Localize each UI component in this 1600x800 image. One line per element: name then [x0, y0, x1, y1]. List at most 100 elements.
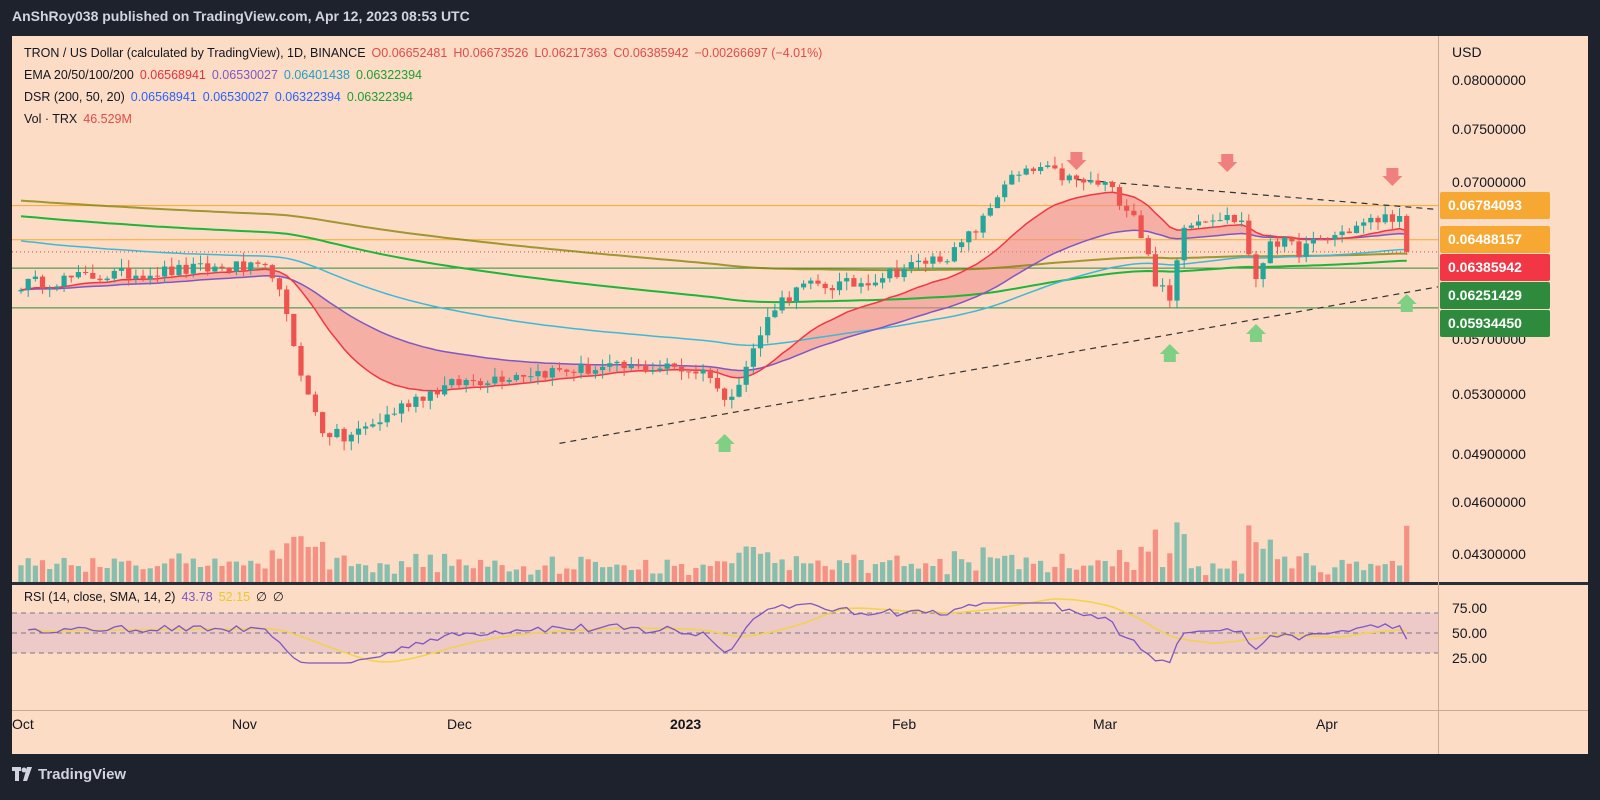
volume-bar	[140, 569, 146, 582]
legend-rsi-label[interactable]: RSI (14, close, SMA, 14, 2)	[24, 590, 176, 604]
candle-body	[363, 426, 369, 429]
candle-body	[1030, 168, 1036, 171]
candle-body	[90, 273, 96, 279]
candle-body	[506, 380, 512, 382]
volume-bar	[97, 567, 103, 582]
volume-bar	[1059, 553, 1065, 582]
candle-body	[355, 428, 362, 435]
legend-vol-value: 46.529M	[83, 112, 132, 126]
candle-body	[779, 297, 785, 311]
volume-bar	[944, 574, 950, 582]
volume-bar	[169, 558, 175, 582]
volume-bar	[1152, 529, 1158, 582]
volume-bar	[1346, 563, 1352, 582]
candle-body	[521, 375, 527, 377]
volume-bar	[341, 555, 347, 582]
candle-body	[1052, 165, 1058, 169]
candle-body	[219, 266, 225, 268]
volume-bar	[1023, 557, 1029, 582]
candle-body	[176, 264, 182, 276]
candle-body	[420, 396, 426, 401]
candle-body	[600, 366, 606, 371]
volume-bar	[391, 573, 397, 582]
legend-symbol[interactable]: TRON / US Dollar (calculated by TradingV…	[24, 46, 366, 60]
price-chart-svg	[12, 152, 1438, 582]
volume-bar	[736, 552, 742, 582]
candle-body	[140, 275, 146, 280]
descending-trendline	[1076, 178, 1438, 211]
candle-body	[406, 403, 412, 407]
legend-ema-label[interactable]: EMA 20/50/100/200	[24, 68, 134, 82]
candle-body	[477, 381, 484, 385]
volume-bar	[808, 563, 814, 582]
candle-body	[463, 380, 469, 386]
legend-ema-100: 0.06401438	[283, 68, 350, 82]
currency-label[interactable]: USD	[1452, 44, 1482, 60]
candle-body	[959, 242, 965, 248]
candle-body	[643, 365, 649, 372]
volume-bar	[987, 557, 993, 582]
volume-bar	[765, 552, 771, 582]
volume-bar	[973, 570, 979, 582]
volume-bar	[205, 565, 211, 582]
sell-arrow	[1382, 168, 1403, 186]
candle-body	[793, 287, 799, 302]
volume-bar	[535, 569, 541, 582]
legend-rsi-upper: ∅	[256, 590, 267, 604]
candle-body	[585, 364, 591, 374]
price-pane[interactable]	[12, 36, 1588, 582]
volume-bar	[1030, 563, 1036, 582]
volume-bar	[585, 559, 591, 582]
sell-arrow	[1066, 152, 1087, 170]
legend-vol-label[interactable]: Vol · TRX	[24, 112, 78, 126]
volume-bar	[693, 568, 699, 582]
volume-bar	[858, 560, 864, 582]
volume-bar	[851, 554, 857, 582]
pane-separator[interactable]	[12, 582, 1588, 585]
volume-bar	[643, 559, 649, 582]
volume-bar	[1397, 565, 1403, 582]
legend-close: C0.06385942	[613, 46, 689, 60]
candle-body	[1152, 254, 1158, 287]
candle-body	[1102, 182, 1108, 185]
candle-body	[556, 368, 563, 370]
volume-bar	[880, 562, 886, 582]
candle-body	[1002, 184, 1008, 198]
candle-body	[298, 346, 304, 376]
tradingview-logo[interactable]: TradingView	[12, 766, 126, 783]
volume-bar	[255, 563, 261, 582]
candle-body	[1174, 260, 1180, 301]
candle-body	[722, 388, 728, 400]
candle-body	[1009, 174, 1015, 185]
candle-body	[671, 363, 677, 367]
candle-body	[1195, 221, 1202, 226]
volume-bar	[68, 565, 74, 582]
candle-body	[822, 283, 828, 289]
legend-volume: Vol · TRX 46.529M	[24, 112, 138, 126]
legend-dsr-label[interactable]: DSR (200, 50, 20)	[24, 90, 125, 104]
volume-bar	[363, 565, 369, 582]
candle-body	[808, 280, 814, 284]
candle-body	[1267, 241, 1273, 264]
candle-body	[980, 215, 986, 233]
candle-body	[736, 384, 742, 397]
rsi-pane[interactable]	[12, 585, 1588, 710]
legend-high: H0.06673526	[453, 46, 529, 60]
candle-body	[1274, 241, 1281, 247]
candle-body	[1081, 179, 1087, 183]
volume-bar	[549, 556, 555, 582]
legend-dsr: DSR (200, 50, 20) 0.06568941 0.06530027 0.0…	[24, 90, 419, 104]
legend-rsi-sma: 52.15	[218, 590, 251, 604]
volume-bar	[793, 556, 799, 582]
candle-body	[693, 371, 699, 374]
volume-bar	[219, 566, 225, 582]
candle-body	[169, 266, 175, 276]
volume-bar	[743, 546, 749, 582]
volume-bar	[1404, 525, 1410, 582]
volume-bar	[872, 564, 878, 582]
volume-bar	[154, 566, 160, 582]
volume-bar	[485, 566, 491, 582]
volume-bar	[434, 572, 440, 582]
volume-bar	[679, 564, 685, 582]
candle-body	[686, 371, 692, 373]
